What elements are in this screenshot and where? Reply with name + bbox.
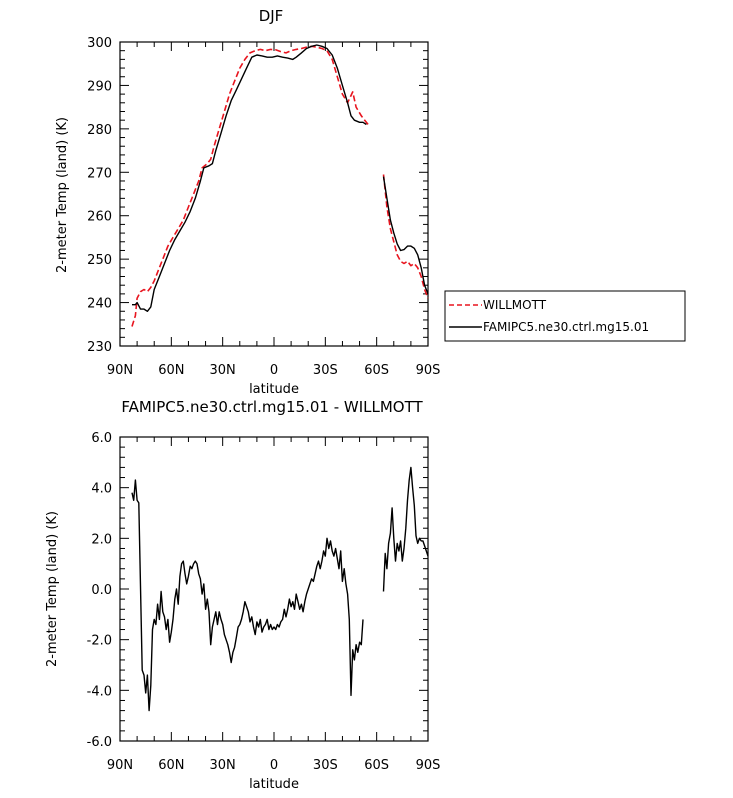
top-y-tick-label: 240: [87, 297, 112, 312]
top-x-tick-label: 60S: [364, 363, 389, 378]
top-x-ticks: 90N 60N 30N 0 30S 60S 90S: [107, 42, 441, 378]
top-series-1-segment-0: [132, 44, 367, 312]
legend-label-famipc5: FAMIPC5.ne30.ctrl.mg15.01: [483, 320, 649, 334]
bottom-x-tick-label: 90S: [416, 758, 441, 773]
bottom-x-tick-label: 30S: [313, 758, 338, 773]
bottom-series-0-segment-0: [131, 479, 364, 712]
top-x-tick-label: 0: [270, 363, 278, 378]
legend-label-willmott: WILLMOTT: [483, 298, 547, 312]
top-y-axis-label: 2-meter Temp (land) (K): [55, 117, 70, 273]
top-x-tick-label: 90N: [107, 363, 133, 378]
bottom-y-tick-label: 6.0: [91, 431, 112, 446]
top-series-1-segment-1: [382, 176, 429, 295]
top-x-tick-label: 30S: [313, 363, 338, 378]
top-series-0-segment-0: [131, 45, 369, 327]
bottom-x-tick-label: 0: [270, 758, 278, 773]
top-plot-frame: [119, 41, 429, 347]
bottom-y-tick-label: -4.0: [87, 684, 112, 699]
top-y-tick-label: 260: [87, 210, 112, 225]
top-y-tick-label: 250: [87, 253, 112, 268]
bottom-x-tick-label: 60N: [158, 758, 184, 773]
bottom-x-ticks: 90N 60N 30N 0 30S 60S 90S: [107, 437, 441, 773]
bottom-x-tick-label: 60S: [364, 758, 389, 773]
top-y-tick-label: 280: [87, 123, 112, 138]
top-series: [131, 44, 429, 327]
bottom-y-tick-label: 0.0: [91, 583, 112, 598]
top-y-tick-label: 290: [87, 79, 112, 94]
bottom-y-tick-label: 2.0: [91, 532, 112, 547]
bottom-series-0-segment-1: [382, 466, 429, 592]
top-y-tick-label: 230: [87, 340, 112, 355]
bottom-x-tick-label: 30N: [210, 758, 236, 773]
bottom-plot-frame: [119, 436, 429, 742]
top-y-tick-label: 270: [87, 166, 112, 181]
top-chart-title: DJF: [259, 7, 284, 25]
bottom-panel: FAMIPC5.ne30.ctrl.mg15.01 - WILLMOTT 90N…: [45, 398, 440, 792]
legend: WILLMOTT FAMIPC5.ne30.ctrl.mg15.01: [444, 290, 686, 342]
bottom-y-axis-label: 2-meter Temp (land) (K): [45, 511, 60, 667]
top-x-tick-label: 30N: [210, 363, 236, 378]
bottom-series: [131, 466, 429, 712]
bottom-x-tick-label: 90N: [107, 758, 133, 773]
bottom-y-tick-label: -2.0: [87, 634, 112, 649]
top-x-axis-label: latitude: [249, 382, 299, 397]
bottom-y-ticks: -6.0 -4.0 -2.0 0.0 2.0 4.0 6.0: [87, 431, 428, 750]
bottom-y-tick-label: -6.0: [87, 735, 112, 750]
top-x-tick-label: 60N: [158, 363, 184, 378]
legend-box: [444, 290, 686, 342]
top-series-0-segment-1: [382, 174, 429, 299]
bottom-chart-title: FAMIPC5.ne30.ctrl.mg15.01 - WILLMOTT: [121, 398, 423, 416]
top-panel: DJF 90N 60N 30N 0 30S 60S 90S 2302402502602702…: [55, 7, 440, 397]
top-x-tick-label: 90S: [416, 363, 441, 378]
top-y-tick-label: 300: [87, 36, 112, 51]
bottom-y-tick-label: 4.0: [91, 482, 112, 497]
bottom-x-axis-label: latitude: [249, 777, 299, 792]
top-y-ticks: 230 240 250 260 270 280 290 300: [87, 36, 428, 355]
